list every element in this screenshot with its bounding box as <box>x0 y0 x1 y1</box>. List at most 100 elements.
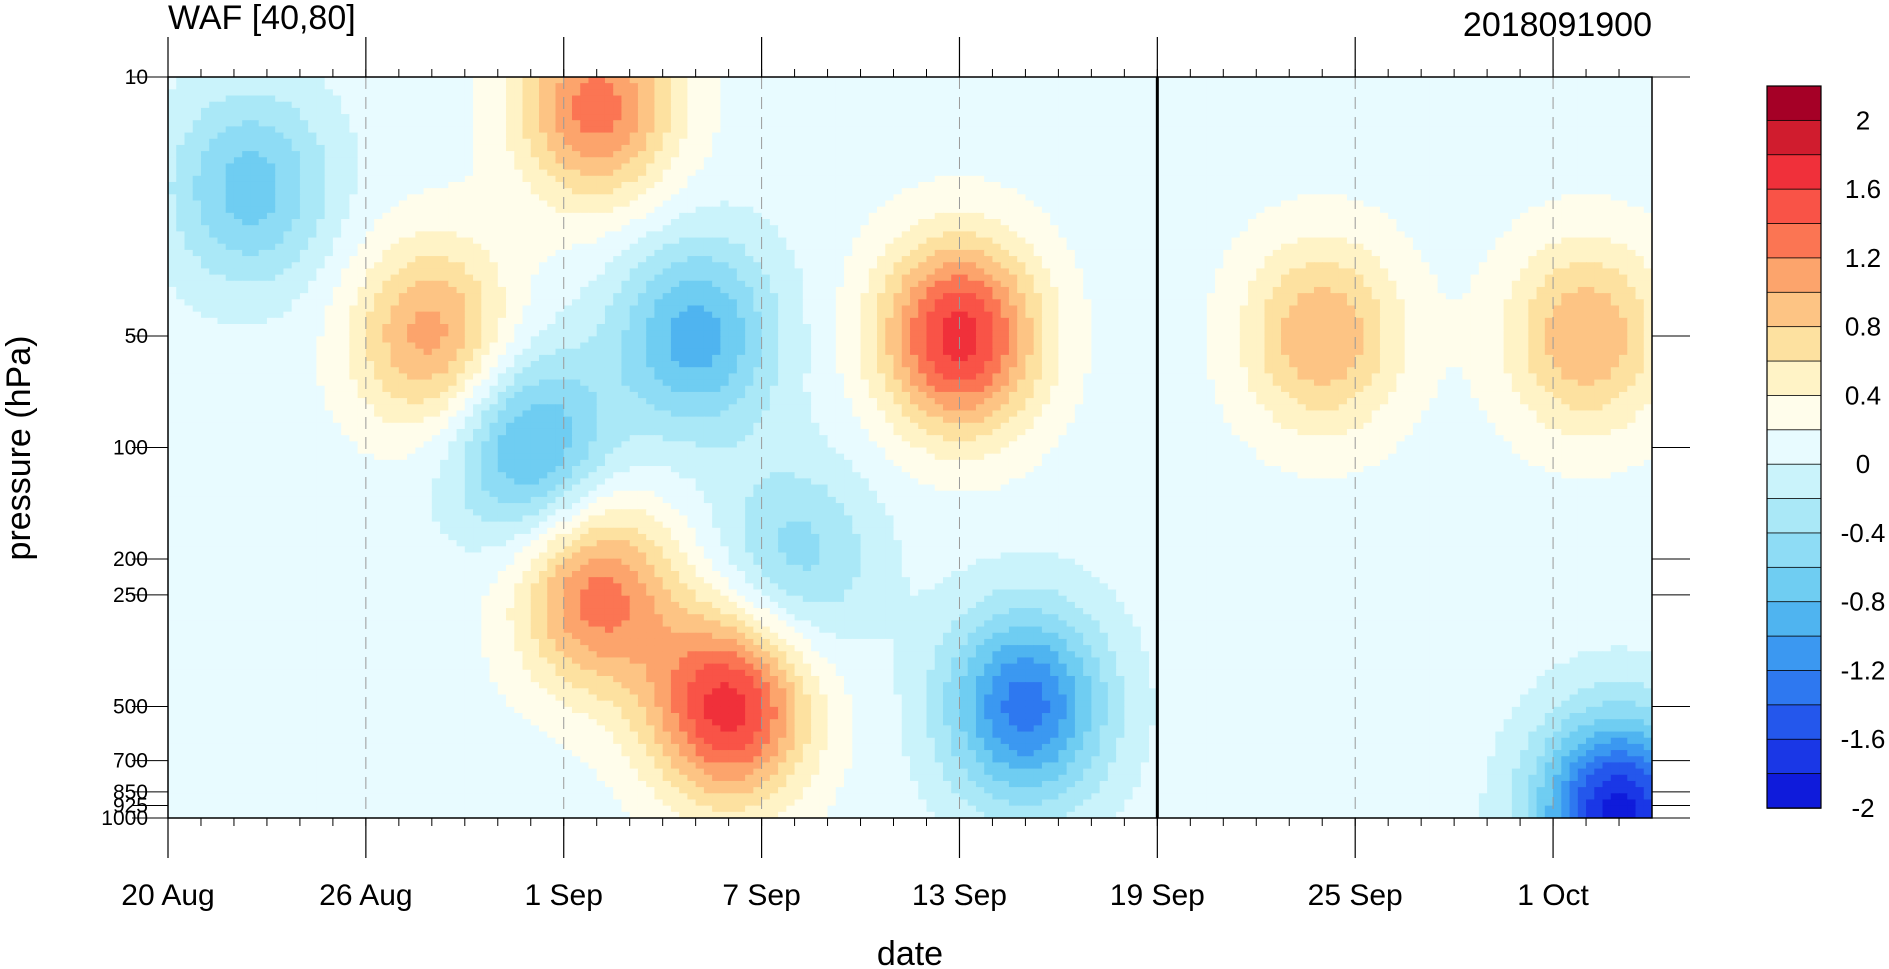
field-cell <box>885 243 895 251</box>
field-cell <box>192 83 202 90</box>
field-cell <box>1528 132 1538 140</box>
field-cell <box>1305 212 1315 220</box>
field-cell <box>349 83 359 90</box>
field-cell <box>901 144 911 152</box>
field-cell <box>695 107 705 115</box>
field-cell <box>1495 132 1505 140</box>
field-cell <box>1215 169 1224 177</box>
field-cell <box>1437 132 1447 140</box>
field-cell <box>398 188 408 195</box>
field-cell <box>1083 144 1092 152</box>
field-cell <box>547 138 557 146</box>
field-cell <box>1602 169 1612 177</box>
field-cell <box>654 219 664 226</box>
field-cell <box>868 132 878 140</box>
field-cell <box>324 219 334 226</box>
field-cell <box>745 83 754 90</box>
field-cell <box>975 225 985 232</box>
field-cell <box>266 157 276 165</box>
field-cell <box>1025 95 1035 103</box>
field-cell <box>1083 188 1092 195</box>
field-cell <box>283 83 293 90</box>
field-cell <box>225 237 235 245</box>
field-cell <box>1470 206 1480 214</box>
field-cell <box>868 212 878 220</box>
field-cell <box>1528 212 1538 220</box>
field-cell <box>1272 200 1282 208</box>
field-cell <box>481 120 491 127</box>
field-cell <box>992 212 1002 220</box>
field-cell <box>390 101 400 109</box>
field-cell <box>695 114 705 121</box>
field-cell <box>712 120 721 127</box>
field-cell <box>1635 151 1645 158</box>
field-cell <box>1586 101 1595 109</box>
field-cell <box>415 83 425 90</box>
field-cell <box>184 138 194 146</box>
field-cell <box>1025 212 1035 220</box>
field-cell <box>1454 163 1463 171</box>
field-cell <box>580 144 590 152</box>
field-cell <box>637 114 647 121</box>
field-cell <box>794 144 804 152</box>
field-cell <box>522 169 532 177</box>
field-cell <box>539 114 548 121</box>
field-cell <box>1561 107 1571 115</box>
field-cell <box>1635 107 1645 115</box>
field-cell <box>926 114 936 121</box>
field-cell <box>646 212 656 220</box>
field-cell <box>1017 212 1027 220</box>
field-cell <box>1536 225 1546 232</box>
field-cell <box>200 212 210 220</box>
field-cell <box>1281 225 1290 232</box>
field-cell <box>506 237 515 245</box>
field-cell <box>1412 200 1422 208</box>
field-cell <box>1610 77 1620 84</box>
field-cell <box>720 120 730 127</box>
field-cell <box>349 200 359 208</box>
field-cell <box>1619 95 1628 103</box>
field-cell <box>1569 144 1579 152</box>
field-cell <box>1050 95 1059 103</box>
field-cell <box>868 200 878 208</box>
field-cell <box>266 231 276 239</box>
field-cell <box>1231 231 1241 239</box>
field-cell <box>580 231 590 239</box>
field-cell <box>827 194 837 202</box>
field-cell <box>613 157 623 165</box>
field-cell <box>918 163 928 171</box>
field-cell <box>1074 231 1084 239</box>
field-cell <box>1124 163 1134 171</box>
field-cell <box>877 212 886 220</box>
field-cell <box>975 107 985 115</box>
field-cell <box>819 175 829 183</box>
field-cell <box>761 77 771 84</box>
field-cell <box>1190 169 1200 177</box>
field-cell <box>1231 120 1241 127</box>
field-cell <box>1157 212 1167 220</box>
field-cell <box>1338 138 1348 146</box>
field-cell <box>291 206 301 214</box>
field-cell <box>1223 126 1233 134</box>
field-cell <box>745 225 754 232</box>
field-cell <box>423 151 433 158</box>
field-cell <box>1371 157 1381 165</box>
field-cell <box>910 237 919 245</box>
field-cell <box>860 212 870 220</box>
field-cell <box>992 200 1002 208</box>
field-cell <box>794 114 804 121</box>
field-cell <box>1132 89 1142 97</box>
field-cell <box>687 77 697 84</box>
field-cell <box>1627 83 1637 90</box>
field-cell <box>1058 206 1068 214</box>
field-cell <box>662 188 672 195</box>
field-cell <box>1421 157 1430 165</box>
field-cell <box>530 83 540 90</box>
field-cell <box>967 89 977 97</box>
field-cell <box>489 231 499 239</box>
field-cell <box>1643 175 1652 183</box>
field-cell <box>1050 188 1059 195</box>
field-cell <box>1478 194 1488 202</box>
field-cell <box>299 151 309 158</box>
field-cell <box>1379 169 1389 177</box>
